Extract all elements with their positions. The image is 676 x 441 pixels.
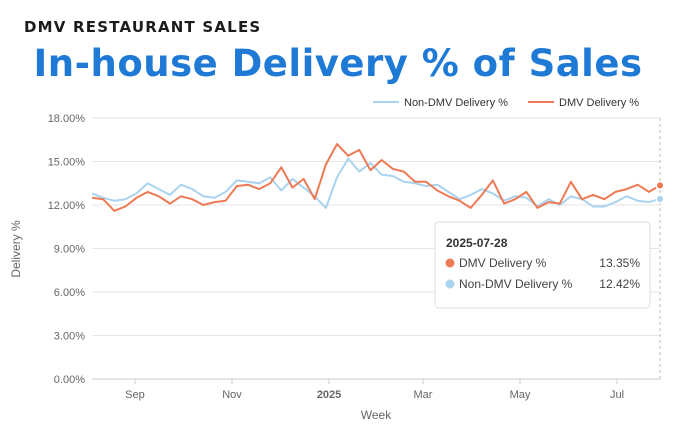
y-tick-label: 6.00% xyxy=(54,287,85,299)
hover-dot-non-dmv xyxy=(655,194,665,204)
y-tick-label: 18.00% xyxy=(48,113,86,125)
tooltip-non-dmv-label: Non-DMV Delivery % xyxy=(459,277,573,291)
y-tick-label: 9.00% xyxy=(54,244,85,256)
legend-label-dmv: DMV Delivery % xyxy=(559,97,639,109)
series-lines xyxy=(91,143,661,212)
tooltip-dmv-value: 13.35% xyxy=(599,256,640,270)
tooltip: 2025-07-28 DMV Delivery % 13.35% Non-DMV… xyxy=(434,221,651,309)
tooltip-box xyxy=(434,221,651,309)
hover-dot-dmv xyxy=(655,180,665,190)
x-tick-label: 2025 xyxy=(317,389,341,401)
y-axis: 0.00% 3.00% 6.00% 9.00% 12.00% 15.00% 18.00% xyxy=(48,113,86,386)
legend-label-non-dmv: Non-DMV Delivery % xyxy=(404,97,508,109)
hover-markers xyxy=(655,180,665,204)
x-axis: Sep Nov 2025 Mar May Jul xyxy=(125,379,624,401)
tooltip-dmv-dot xyxy=(445,258,455,268)
tooltip-non-dmv-dot xyxy=(445,279,455,289)
y-tick-label: 3.00% xyxy=(54,331,85,343)
chart-kicker: DMV RESTAURANT SALES xyxy=(24,18,262,36)
y-tick-label: 12.00% xyxy=(48,200,86,212)
y-axis-title: Delivery % xyxy=(9,220,23,278)
series-line-non-dmv xyxy=(91,157,661,209)
x-tick-label: Jul xyxy=(610,389,624,401)
legend-item-dmv[interactable]: DMV Delivery % xyxy=(528,97,639,109)
tooltip-dmv-label: DMV Delivery % xyxy=(459,256,547,270)
chart-title: In-house Delivery % of Sales xyxy=(33,42,643,85)
y-tick-label: 0.00% xyxy=(54,374,85,386)
x-tick-label: Nov xyxy=(222,389,242,401)
legend-item-non-dmv[interactable]: Non-DMV Delivery % xyxy=(373,97,508,109)
x-tick-label: May xyxy=(510,389,531,401)
y-tick-label: 15.00% xyxy=(48,157,86,169)
x-tick-label: Mar xyxy=(413,389,432,401)
legend[interactable]: Non-DMV Delivery % DMV Delivery % xyxy=(373,97,639,109)
tooltip-date: 2025-07-28 xyxy=(446,236,508,250)
x-tick-label: Sep xyxy=(125,389,145,401)
series-line-dmv xyxy=(91,143,661,212)
tooltip-non-dmv-value: 12.42% xyxy=(599,277,640,291)
x-axis-title: Week xyxy=(361,408,392,422)
